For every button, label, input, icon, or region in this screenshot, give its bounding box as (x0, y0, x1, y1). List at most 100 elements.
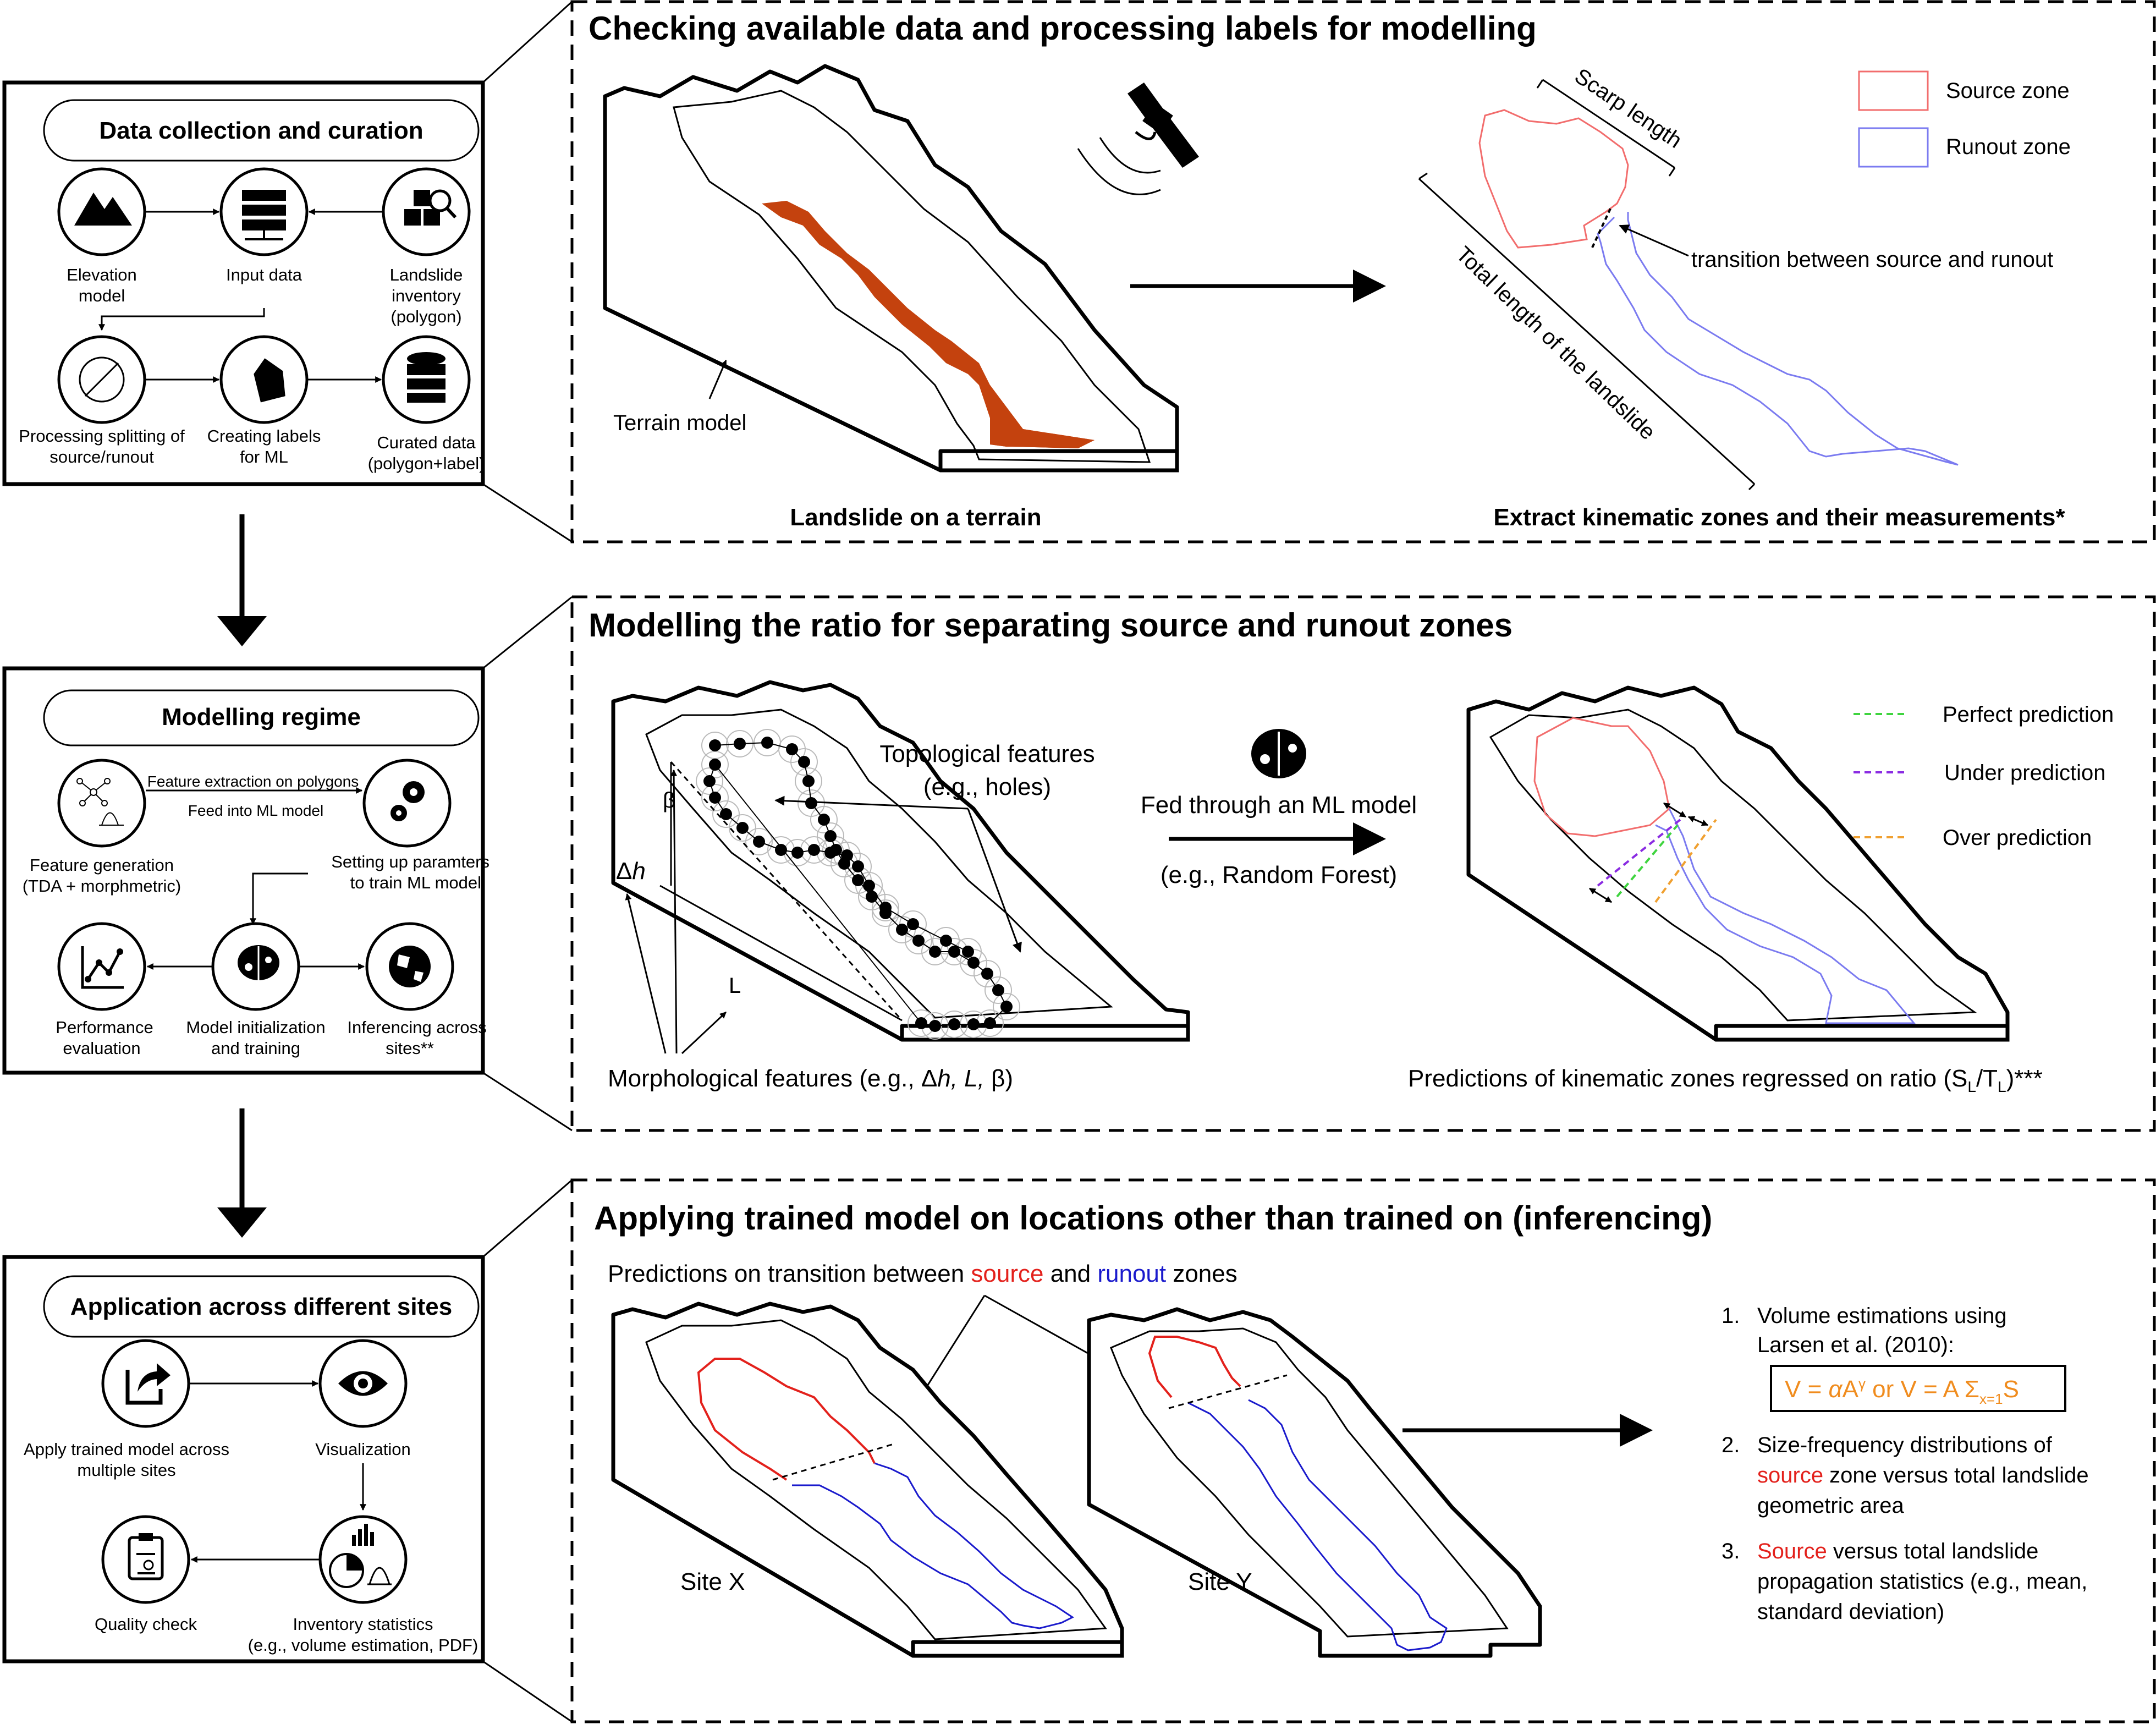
tda-halo (872, 899, 899, 927)
transition-label: transition between source and runout (1691, 248, 2053, 272)
splitting-label-2: source/runout (50, 447, 154, 466)
tda-halo (932, 927, 960, 954)
tda-point (929, 946, 941, 958)
brain-icon-2 (1251, 729, 1306, 778)
database-icon (407, 352, 446, 403)
tda-point (1000, 1001, 1013, 1013)
modelling-panel: Modelling regime Feature generation (TDA… (2, 666, 490, 1075)
list-item-3c: standard deviation) (1757, 1600, 1944, 1624)
stats-node: Inventory statistics (e.g., volume estim… (248, 1515, 479, 1655)
panel2-title: Modelling the ratio for separating sourc… (588, 607, 1513, 644)
terrain-block-3 (1466, 685, 2010, 1042)
site-x-label: Site X (680, 1568, 745, 1595)
mountain-icon (74, 193, 132, 226)
tda-point (791, 847, 804, 859)
tda-point (753, 836, 765, 848)
tda-point (863, 880, 875, 892)
tda-point (915, 1017, 927, 1029)
arrow-right-3 (1620, 1414, 1653, 1447)
list-item-2c: geometric area (1757, 1494, 1905, 1518)
legend-runout-swatch (1858, 127, 1929, 168)
list-item-2b: source zone versus total landslide (1757, 1463, 2089, 1487)
terrain-model-label: Terrain model (613, 411, 746, 435)
feed-ml-text: Feed into ML model (188, 802, 323, 819)
inventory-node: Landslide inventory (polygon) (382, 167, 471, 326)
performance-node: Performance evaluation (56, 922, 153, 1058)
list-num-3: 3. (1722, 1539, 1740, 1563)
legend-over-label: Over prediction (1943, 826, 2092, 850)
tda-point-cloud (696, 729, 1020, 1040)
panel-3: Applying trained model on locations othe… (570, 1178, 2156, 1723)
inventory-label-3: (polygon) (391, 307, 461, 326)
caption-landslide-terrain: Landslide on a terrain (790, 504, 1041, 531)
legend-perfect-label: Perfect prediction (1943, 702, 2114, 727)
morph-caption: Morphological features (e.g., Δh, L, β) (608, 1065, 1013, 1092)
scarp-length-label: Scarp length (1570, 64, 1686, 153)
down-arrow-2 (217, 1207, 267, 1238)
list-item-1b: Larsen et al. (2010): (1757, 1333, 1954, 1357)
tda-point (967, 1018, 980, 1030)
vis-label: Visualization (315, 1440, 410, 1459)
list-item-1a: Volume estimations using (1757, 1304, 2007, 1328)
application-panel: Application across different sites Apply… (2, 1255, 485, 1663)
satellite-icon (1077, 83, 1199, 195)
panel3-title: Applying trained model on locations othe… (594, 1200, 1712, 1237)
panel-1: Checking available data and processing l… (570, 0, 2156, 543)
beta-label: β (663, 788, 675, 812)
tda-point (709, 739, 721, 751)
line-chart-icon (81, 946, 124, 989)
terrain-block-2: Δh β L Topological features (e.g., holes… (611, 680, 1190, 1055)
topo-label-2: (e.g., holes) (923, 773, 1051, 800)
server-icon (242, 190, 286, 240)
list-item-2a: Size-frequency distributions of (1757, 1433, 2053, 1457)
tda-point (709, 792, 721, 804)
stats-icon (329, 1524, 392, 1588)
tda-point (703, 775, 716, 787)
apply-node: Apply trained model across multiple site… (24, 1339, 229, 1480)
init-node: Model initialization and training (186, 922, 326, 1058)
split-circle-icon (79, 356, 125, 403)
tda-point (981, 968, 993, 980)
setup-label-1: Setting up paramters (331, 852, 490, 871)
setup-label-2: to train ML model (350, 873, 481, 892)
tda-halo (872, 894, 899, 921)
feature-node: Feature generation (TDA + morphmetric) (23, 759, 181, 896)
input-node: Input data (219, 167, 309, 284)
delta-h-label: Δh (616, 858, 646, 885)
tda-point (818, 814, 830, 826)
tda-halo (993, 993, 1020, 1020)
tda-point (802, 775, 815, 787)
inventory-label-1: Landslide (390, 265, 463, 284)
clipboard-icon (128, 1533, 164, 1580)
topo-label-1: Topological features (879, 740, 1094, 767)
tda-point (720, 808, 732, 820)
legend-under-label: Under prediction (1944, 761, 2106, 785)
site-y-block: Site Y (1087, 1307, 1542, 1658)
terrain-block: Terrain model (603, 64, 1179, 473)
stats-label-2: (e.g., volume estimation, PDF) (248, 1635, 479, 1655)
l-label: L (729, 974, 741, 998)
vis-node: Visualization (315, 1339, 411, 1459)
prediction-caption: Predictions of kinematic zones regressed… (1408, 1065, 2043, 1095)
transition-prediction-caption: Predictions on transition between source… (608, 1260, 1238, 1287)
tda-point (948, 1018, 960, 1030)
share-arrow-icon (125, 1363, 170, 1405)
tda-point (709, 759, 721, 771)
elevation-node: Elevation model (57, 167, 146, 305)
infer-label-1: Inferencing across (347, 1018, 486, 1037)
tda-point (841, 849, 853, 861)
feature-label-1: Feature generation (30, 855, 174, 875)
outcomes-list: 1. Volume estimations using Larsen et al… (1722, 1304, 2089, 1624)
labels-label-2: for ML (240, 447, 288, 466)
runout-zone-shape (1597, 212, 1959, 466)
list-num-2: 2. (1722, 1433, 1740, 1457)
tda-point (824, 830, 837, 842)
ml-model-label: Fed through an ML model (1141, 792, 1417, 819)
tda-point (912, 935, 925, 947)
down-arrow-1 (217, 616, 267, 646)
legend-runout-label: Runout zone (1946, 135, 2071, 159)
landslide-shape (762, 201, 1094, 448)
tda-point (775, 844, 787, 856)
legend-source-label: Source zone (1946, 79, 2070, 103)
quality-label: Quality check (95, 1615, 197, 1634)
